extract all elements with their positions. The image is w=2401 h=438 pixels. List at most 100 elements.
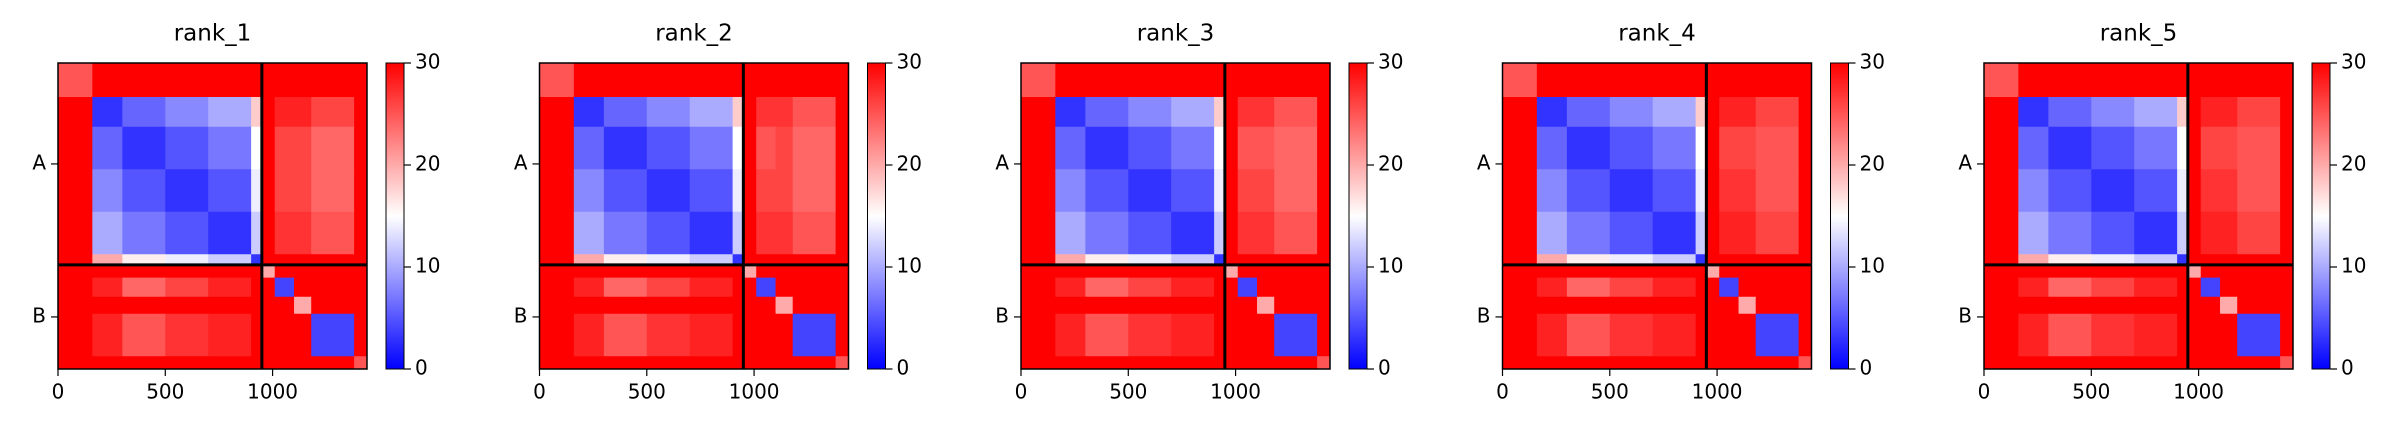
heat-cell bbox=[2237, 169, 2281, 213]
heat-cell bbox=[743, 126, 757, 170]
heat-cell bbox=[1237, 296, 1258, 315]
heat-cell bbox=[1706, 211, 1720, 255]
heat-cell bbox=[1798, 313, 1812, 357]
heat-cell bbox=[1021, 313, 1056, 357]
heat-cell bbox=[354, 97, 368, 128]
heat-cell bbox=[251, 313, 263, 357]
heat-cell bbox=[1128, 126, 1172, 170]
heat-cell bbox=[2237, 356, 2281, 370]
heat-cell bbox=[208, 211, 252, 255]
colorbar-tick-label: 10 bbox=[415, 254, 440, 278]
heat-cell bbox=[2018, 356, 2049, 370]
heat-cell bbox=[1237, 169, 1258, 213]
heat-cell bbox=[732, 254, 744, 266]
heat-cell bbox=[1237, 126, 1258, 170]
heat-cell bbox=[1128, 296, 1172, 315]
heat-cell bbox=[775, 264, 794, 279]
heat-cell bbox=[1652, 63, 1697, 98]
plot-frame bbox=[538, 62, 850, 370]
heat-cell bbox=[603, 211, 648, 255]
heat-cell bbox=[603, 63, 648, 98]
heat-cell bbox=[261, 169, 276, 213]
heat-cell bbox=[1171, 254, 1215, 266]
heat-cell bbox=[835, 296, 849, 315]
heat-cell bbox=[2280, 277, 2294, 298]
panel: rank_2 0 500 1000 A B 0 10 20 30 bbox=[514, 21, 922, 404]
heat-cell bbox=[1257, 277, 1275, 298]
heat-cell bbox=[1566, 97, 1611, 128]
heat-cell bbox=[2177, 169, 2189, 213]
heat-cell bbox=[165, 296, 209, 315]
heat-cell bbox=[1021, 296, 1056, 315]
heat-cell bbox=[2237, 264, 2281, 279]
heat-cell bbox=[1706, 313, 1720, 357]
heat-cell bbox=[251, 97, 263, 128]
x-tick-label: 0 bbox=[1015, 380, 1028, 404]
heat-cell bbox=[251, 296, 263, 315]
heat-cell bbox=[775, 296, 794, 315]
heat-cell bbox=[1214, 211, 1226, 255]
heat-cell bbox=[274, 296, 295, 315]
heat-cell bbox=[2091, 264, 2135, 279]
heat-cell bbox=[1257, 296, 1275, 315]
heat-cell bbox=[2280, 356, 2294, 370]
heat-cell bbox=[756, 277, 777, 298]
colorbar-tick-label: 10 bbox=[897, 254, 922, 278]
heat-cell bbox=[165, 126, 209, 170]
heat-cell bbox=[122, 313, 166, 357]
heat-cell bbox=[1984, 277, 2019, 298]
heat-cell bbox=[573, 126, 605, 170]
heat-cell bbox=[2018, 169, 2049, 213]
heat-cell bbox=[1738, 356, 1757, 370]
heat-cell bbox=[1652, 169, 1697, 213]
heat-cell bbox=[251, 126, 263, 170]
heat-cell bbox=[2048, 211, 2092, 255]
heat-cell bbox=[2177, 63, 2189, 98]
heat-cell bbox=[2187, 126, 2202, 170]
heat-cell bbox=[122, 126, 166, 170]
heat-cell bbox=[122, 356, 166, 370]
heat-cell bbox=[1755, 296, 1800, 315]
heat-cell bbox=[1274, 211, 1318, 255]
heat-cell bbox=[539, 211, 575, 255]
plot-frame bbox=[1983, 62, 2294, 370]
heat-cell bbox=[58, 211, 93, 255]
heat-cell bbox=[2220, 254, 2238, 266]
heat-cell bbox=[1502, 169, 1538, 213]
heat-cell bbox=[743, 356, 757, 370]
heat-cell bbox=[354, 254, 368, 266]
heat-cell bbox=[732, 277, 744, 298]
heat-cell bbox=[539, 169, 575, 213]
heat-cell bbox=[1984, 356, 2019, 370]
heat-cell bbox=[573, 169, 605, 213]
heat-cell bbox=[792, 277, 837, 298]
heat-cell bbox=[294, 356, 312, 370]
y-tick-label: A bbox=[32, 150, 46, 174]
heat-cell bbox=[1274, 264, 1318, 279]
heat-cell bbox=[1257, 211, 1275, 255]
heat-cell bbox=[1984, 296, 2019, 315]
heat-cell bbox=[1502, 126, 1538, 170]
heat-cell bbox=[1695, 264, 1707, 279]
heat-cell bbox=[58, 356, 93, 370]
heat-cell bbox=[1055, 264, 1086, 279]
heat-cell bbox=[261, 254, 276, 266]
heat-cell bbox=[208, 169, 252, 213]
heat-cell bbox=[1609, 356, 1654, 370]
heat-cell bbox=[539, 356, 575, 370]
colorbar-tick-label: 20 bbox=[1378, 152, 1403, 176]
heat-cell bbox=[1214, 63, 1226, 98]
heat-cell bbox=[251, 277, 263, 298]
heat-cell bbox=[1652, 97, 1697, 128]
heat-cell bbox=[792, 126, 837, 170]
heat-cell bbox=[1274, 254, 1318, 266]
x-tick-label: 500 bbox=[1591, 380, 1629, 404]
colorbar-tick-label: 0 bbox=[1860, 356, 1873, 380]
heat-cell bbox=[1719, 356, 1740, 370]
heat-cell bbox=[1021, 169, 1056, 213]
heat-cell bbox=[1021, 277, 1056, 298]
heat-cell bbox=[1719, 126, 1740, 170]
heat-cell bbox=[2134, 313, 2178, 357]
heat-cell bbox=[1317, 63, 1331, 98]
heat-cell bbox=[1317, 211, 1331, 255]
